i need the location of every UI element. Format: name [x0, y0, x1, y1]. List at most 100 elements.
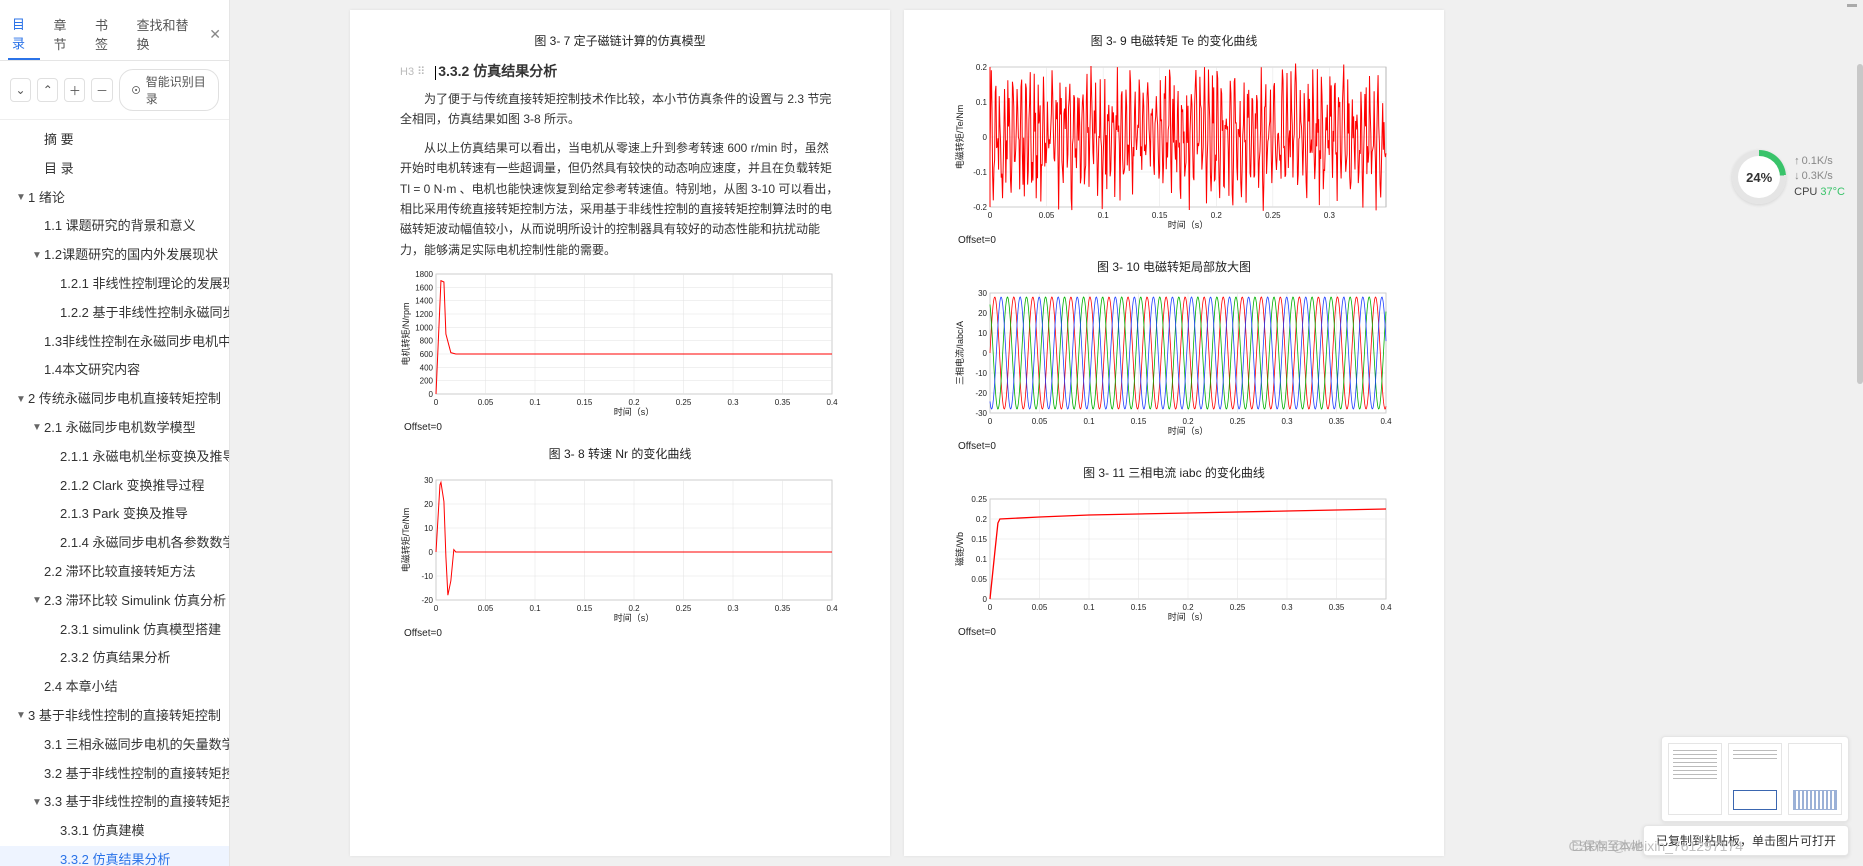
toc-item-label: 2.1.3 Park 变换及推导	[60, 504, 188, 525]
window-minimize-icon[interactable]	[1847, 4, 1857, 7]
smart-detect-label: 智能识别目录	[146, 73, 208, 107]
svg-text:0: 0	[983, 595, 988, 604]
svg-text:600: 600	[420, 350, 434, 359]
toc-item[interactable]: 2.4 本章小结	[0, 673, 229, 702]
svg-text:0.25: 0.25	[1230, 603, 1246, 612]
toc-item[interactable]: 2.2 滞环比较直接转矩方法	[0, 558, 229, 587]
plus-icon[interactable]: ＋	[64, 78, 85, 102]
toc-item[interactable]: 3.3.1 仿真建模	[0, 817, 229, 846]
thumbnail[interactable]	[1728, 743, 1782, 815]
toc-item[interactable]: 目 录	[0, 155, 229, 184]
toc-toolbar: ⌄ ⌃ ＋ － 智能识别目录	[0, 61, 229, 120]
svg-text:1800: 1800	[415, 270, 433, 279]
toggle-icon[interactable]: ▼	[14, 190, 28, 206]
toggle-icon[interactable]: ▼	[14, 392, 28, 408]
svg-text:20: 20	[978, 309, 987, 318]
toc-item[interactable]: ▼1 绪论	[0, 184, 229, 213]
chart-flux: 00.050.10.150.20.250.30.350.400.050.10.1…	[954, 493, 1394, 623]
toc-item[interactable]: 摘 要	[0, 126, 229, 155]
thumbnail[interactable]	[1668, 743, 1722, 815]
toc-item[interactable]: ▼3 基于非线性控制的直接转矩控制	[0, 702, 229, 731]
toc-item[interactable]: ▼2.1 永磁同步电机数学模型	[0, 414, 229, 443]
toc-item[interactable]: 2.1.1 永磁电机坐标变换及推导	[0, 443, 229, 472]
svg-text:时间（s）: 时间（s）	[1168, 425, 1209, 436]
toc-item[interactable]: 2.3.1 simulink 仿真模型搭建	[0, 616, 229, 645]
smart-detect-toc-button[interactable]: 智能识别目录	[119, 69, 219, 111]
chevron-down-icon[interactable]: ⌄	[10, 78, 31, 102]
tab-find-replace[interactable]: 查找和替换	[133, 9, 200, 59]
toc-item[interactable]: 2.3.2 仿真结果分析	[0, 644, 229, 673]
document-viewport: 图 3- 7 定子磁链计算的仿真模型 H3 ⠿ 3.3.2 仿真结果分析 为了便…	[230, 0, 1863, 866]
toggle-icon[interactable]: ▼	[30, 795, 44, 811]
chart-offset-label: Offset=0	[958, 627, 1394, 638]
tab-bookmarks[interactable]: 书签	[91, 9, 123, 59]
svg-text:0.3: 0.3	[727, 398, 739, 407]
svg-text:0.1: 0.1	[976, 98, 988, 107]
svg-text:0: 0	[429, 548, 434, 557]
svg-text:1400: 1400	[415, 297, 433, 306]
toc-item[interactable]: ▼3.3 基于非线性控制的直接转矩控 ...	[0, 788, 229, 817]
svg-text:0.1: 0.1	[1083, 603, 1095, 612]
svg-text:0.2: 0.2	[976, 63, 988, 72]
svg-text:0.25: 0.25	[971, 495, 987, 504]
toc-item[interactable]: 2.1.2 Clark 变换推导过程	[0, 472, 229, 501]
section-heading[interactable]: 3.3.2 仿真结果分析	[438, 63, 557, 79]
toc-item[interactable]: 2.1.3 Park 变换及推导	[0, 500, 229, 529]
figure-caption: 图 3- 8 转速 Nr 的变化曲线	[400, 445, 840, 462]
svg-text:0.35: 0.35	[775, 604, 791, 613]
svg-text:20: 20	[424, 500, 433, 509]
toc-item[interactable]: 1.3非线性控制在永磁同步电机中 ...	[0, 328, 229, 357]
figure-caption: 图 3- 9 电磁转矩 Te 的变化曲线	[954, 32, 1394, 49]
toggle-icon[interactable]: ▼	[14, 708, 28, 724]
svg-text:0.1: 0.1	[976, 555, 988, 564]
svg-text:1000: 1000	[415, 323, 433, 332]
svg-text:0.15: 0.15	[577, 604, 593, 613]
toc-item[interactable]: 3.2 基于非线性控制的直接转矩控 ...	[0, 760, 229, 789]
svg-text:时间（s）: 时间（s）	[1168, 611, 1209, 622]
svg-text:-10: -10	[421, 572, 433, 581]
svg-text:0.4: 0.4	[1380, 417, 1392, 426]
cpu-widget[interactable]: 24% ↑0.1K/s ↓0.3K/s CPU 37°C	[1732, 150, 1845, 204]
page-thumbnails-popup[interactable]	[1661, 736, 1849, 822]
heading-level-hint[interactable]: H3 ⠿	[400, 65, 425, 78]
svg-text:0.15: 0.15	[577, 398, 593, 407]
tab-chapters[interactable]: 章节	[50, 9, 82, 59]
svg-text:0.2: 0.2	[1182, 603, 1194, 612]
toc-item-label: 摘 要	[44, 130, 74, 151]
minus-icon[interactable]: －	[91, 78, 112, 102]
toc-item-label: 2.3.2 仿真结果分析	[60, 648, 171, 669]
toc-item[interactable]: ▼2.3 滞环比较 Simulink 仿真分析	[0, 587, 229, 616]
toc-item[interactable]: 2.1.4 永磁同步电机各参数数学 ...	[0, 529, 229, 558]
chart-3phase-current: 00.050.10.150.20.250.30.350.4-30-20-1001…	[954, 287, 1394, 437]
toc-item[interactable]: 3.3.2 仿真结果分析	[0, 846, 229, 866]
toc-tree[interactable]: 摘 要目 录▼1 绪论1.1 课题研究的背景和意义▼1.2课题研究的国内外发展现…	[0, 120, 229, 866]
svg-text:0.1: 0.1	[529, 604, 541, 613]
thumbnail[interactable]	[1788, 743, 1842, 815]
paragraph[interactable]: 为了便于与传统直接转矩控制技术作比较，本小节仿真条件的设置与 2.3 节完全相同…	[400, 89, 840, 130]
toc-item[interactable]: 1.2.2 基于非线性控制永磁同步 ...	[0, 299, 229, 328]
chevron-up-icon[interactable]: ⌃	[37, 78, 58, 102]
toc-item[interactable]: 1.4本文研究内容	[0, 356, 229, 385]
close-icon[interactable]: ✕	[209, 26, 221, 43]
svg-text:0: 0	[434, 398, 439, 407]
paragraph[interactable]: 从以上仿真结果可以看出，当电机从零速上升到参考转速 600 r/min 时，虽然…	[400, 138, 840, 260]
toc-item[interactable]: ▼1.2课题研究的国内外发展现状	[0, 241, 229, 270]
sidebar-scrollbar[interactable]	[1857, 64, 1863, 866]
toc-item[interactable]: 3.1 三相永磁同步电机的矢量数学 ...	[0, 731, 229, 760]
toggle-icon[interactable]: ▼	[30, 593, 44, 609]
svg-text:400: 400	[420, 363, 434, 372]
svg-text:-0.1: -0.1	[973, 168, 987, 177]
toggle-icon[interactable]: ▼	[30, 420, 44, 436]
figure-caption: 图 3- 7 定子磁链计算的仿真模型	[400, 32, 840, 49]
toc-item-label: 2.1 永磁同步电机数学模型	[44, 418, 196, 439]
toc-item[interactable]: 1.2.1 非线性控制理论的发展现 ...	[0, 270, 229, 299]
svg-text:0.1: 0.1	[529, 398, 541, 407]
svg-text:电磁转矩/Te/Nm: 电磁转矩/Te/Nm	[954, 105, 965, 170]
toc-item-label: 1.3非线性控制在永磁同步电机中 ...	[44, 332, 229, 353]
toggle-icon[interactable]: ▼	[30, 248, 44, 264]
figure-caption: 图 3- 11 三相电流 iabc 的变化曲线	[954, 464, 1394, 481]
tab-toc[interactable]: 目录	[8, 8, 40, 60]
page-right: 图 3- 9 电磁转矩 Te 的变化曲线 00.050.10.150.20.25…	[904, 10, 1444, 856]
toc-item[interactable]: 1.1 课题研究的背景和意义	[0, 212, 229, 241]
toc-item[interactable]: ▼2 传统永磁同步电机直接转矩控制	[0, 385, 229, 414]
